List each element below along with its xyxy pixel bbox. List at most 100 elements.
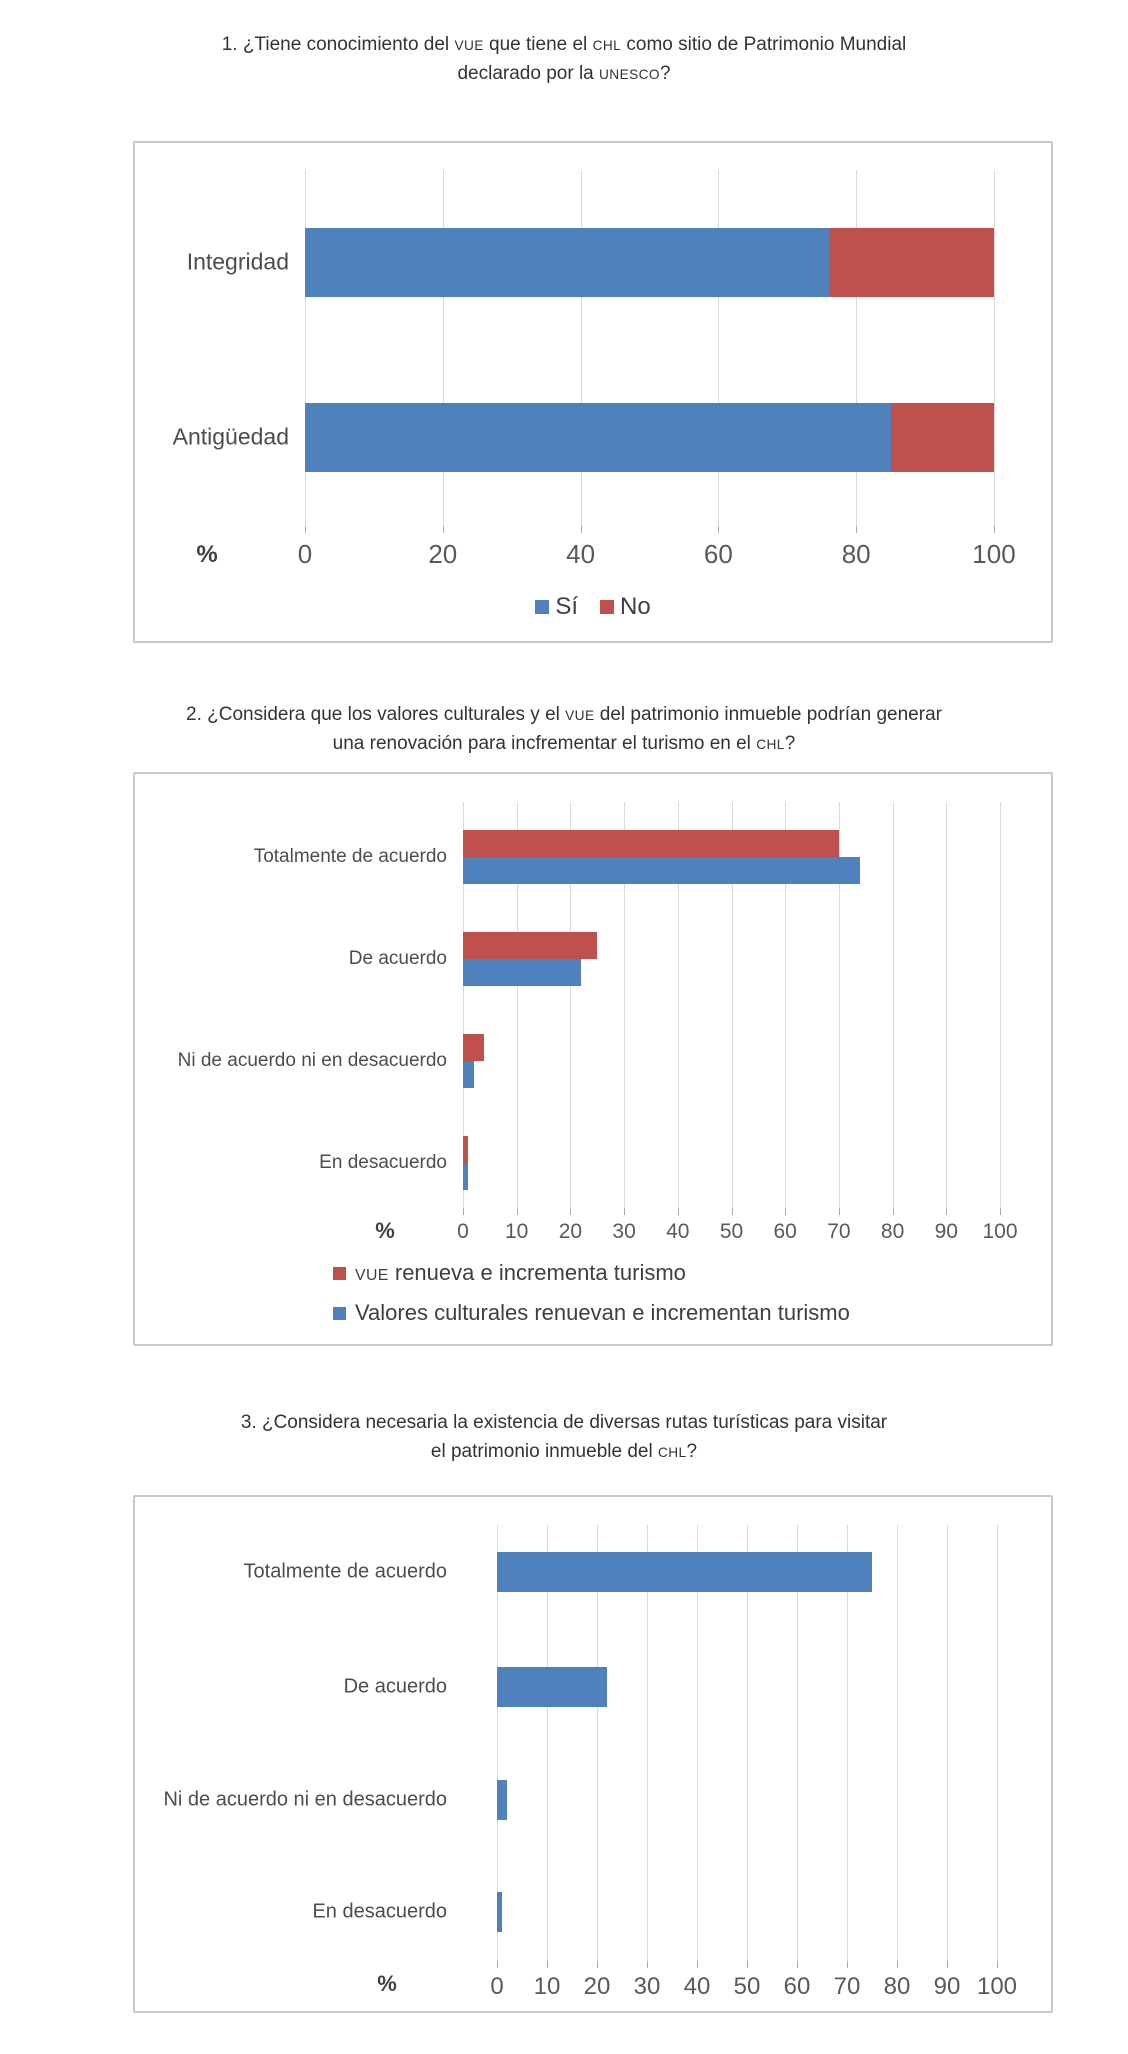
gridline — [847, 1525, 848, 1961]
text-segment: 1. ¿Tiene conocimiento del — [221, 34, 455, 55]
axis-tick — [997, 1961, 998, 1968]
bar-segment — [463, 830, 839, 857]
axis-tick — [516, 1208, 518, 1215]
axis-tick-label: 80 — [880, 1220, 905, 1243]
bar-segment — [463, 932, 598, 959]
axis-tick-label: 30 — [633, 1973, 661, 2000]
bar-segment — [463, 1163, 469, 1190]
smallcaps-abbrev: UNESCO — [599, 67, 660, 83]
gridline — [677, 802, 679, 1208]
axis-tick — [838, 1208, 840, 1215]
axis-tick-label: 50 — [733, 1973, 761, 2000]
axis-tick — [624, 1208, 626, 1215]
gridline — [838, 802, 840, 1208]
axis-tick-label: 60 — [783, 1973, 811, 2000]
axis-tick-label: 10 — [533, 1973, 561, 2000]
bar-segment — [463, 1034, 485, 1061]
axis-tick — [497, 1961, 498, 1968]
legend-swatch — [600, 600, 614, 614]
chart-3-panel: 0 10 20 30 40 50 60 70 80 90 100% Totalmente de acu… — [133, 1495, 1053, 2013]
axis-tick — [731, 1208, 733, 1215]
gridline — [697, 1525, 698, 1961]
axis-tick — [677, 1208, 679, 1215]
axis-percent-label: % — [375, 1218, 395, 1243]
axis-tick-label: 70 — [833, 1973, 861, 2000]
gridline — [856, 170, 858, 526]
bar-segment — [463, 959, 582, 986]
axis-tick-label: 60 — [703, 539, 733, 569]
axis-tick — [747, 1961, 748, 1968]
axis-tick-label: 80 — [883, 1973, 911, 2000]
legend-label: Valores culturales renuevan e incrementa… — [355, 1300, 850, 1326]
axis-tick-label: 90 — [934, 1220, 958, 1243]
axis-tick — [463, 1208, 464, 1215]
axis-tick — [305, 526, 306, 533]
bar-segment — [497, 1552, 872, 1592]
axis-tick — [797, 1961, 798, 1968]
gridline — [547, 1525, 548, 1961]
gridline — [897, 1525, 898, 1961]
legend: Sí No — [135, 593, 1051, 621]
legend-item: No — [600, 593, 651, 621]
axis-tick-label: 100 — [982, 1220, 1018, 1243]
axis-tick-label: 40 — [566, 539, 596, 569]
axis-tick-label: 0 — [457, 1220, 469, 1243]
axis-tick — [570, 1208, 572, 1215]
text-segment: el patrimonio inmueble del — [430, 1441, 658, 1463]
axis-tick — [897, 1961, 898, 1968]
gridline — [718, 170, 720, 526]
gridline — [997, 1525, 998, 1961]
bar-segment — [497, 1667, 607, 1707]
legend-item: Sí — [535, 593, 578, 621]
axis-tick — [547, 1961, 548, 1968]
gridline — [747, 1525, 748, 1961]
category-label: En desacuerdo — [312, 1900, 447, 1923]
axis-tick-label: 30 — [612, 1220, 636, 1243]
legend-item: Valores culturales renuevan e incrementa… — [333, 1300, 850, 1326]
text-segment: ? — [659, 63, 671, 85]
axis-tick-label: 80 — [841, 539, 871, 569]
axis-tick — [1000, 1208, 1001, 1215]
axis-tick-label: 40 — [683, 1973, 711, 2000]
text-segment: renueva e incrementa turismo — [388, 1260, 686, 1285]
bar-segment — [463, 1136, 469, 1163]
smallcaps-abbrev: CHL — [592, 38, 622, 53]
axis-tick — [597, 1961, 598, 1968]
smallcaps-abbrev: VUE — [454, 38, 484, 53]
axis-tick-label: 40 — [666, 1220, 690, 1243]
axis-tick-label: 100 — [976, 1973, 1018, 2000]
gridline — [892, 802, 894, 1208]
category-label: En desacuerdo — [319, 1152, 447, 1173]
axis-tick — [892, 1208, 894, 1215]
category-label: Totalmente de acuerdo — [243, 1560, 447, 1583]
smallcaps-abbrev: CHL — [756, 737, 785, 753]
text-segment: declarado por la — [457, 63, 600, 85]
smallcaps-abbrev: VUE — [565, 708, 595, 723]
axis-tick — [697, 1961, 698, 1968]
axis-tick — [785, 1208, 787, 1215]
axis-tick-label: 70 — [827, 1220, 851, 1243]
gridline — [785, 802, 787, 1208]
axis-tick-label: 20 — [583, 1973, 611, 2000]
gridline — [305, 170, 306, 526]
question-1-title: 1. ¿Tiene conocimiento del VUE que tiene… — [60, 30, 1068, 89]
text-segment: ? — [686, 1441, 698, 1463]
gridline — [994, 170, 995, 526]
question-3-title: 3. ¿Considera necesaria la existencia de… — [60, 1408, 1068, 1467]
legend-label: Sí — [555, 593, 578, 620]
gridline — [797, 1525, 798, 1961]
axis-tick-label: 100 — [972, 539, 1016, 569]
gridline — [624, 802, 626, 1208]
gridline — [580, 170, 582, 526]
gridline — [731, 802, 733, 1208]
gridline — [647, 1525, 648, 1961]
axis-tick-label: 20 — [428, 539, 458, 569]
axis-percent-label: % — [377, 1971, 397, 1996]
axis-tick-label: 60 — [773, 1220, 797, 1243]
category-label: Antigüedad — [172, 423, 289, 450]
chart-2-panel: 0 10 20 30 40 50 60 70 80 90 100% Totalmente de acu… — [133, 772, 1053, 1346]
gridline — [947, 1525, 948, 1961]
axis-tick-label: 50 — [719, 1220, 744, 1243]
bar-segment — [497, 1780, 507, 1820]
category-label: De acuerdo — [348, 948, 447, 969]
